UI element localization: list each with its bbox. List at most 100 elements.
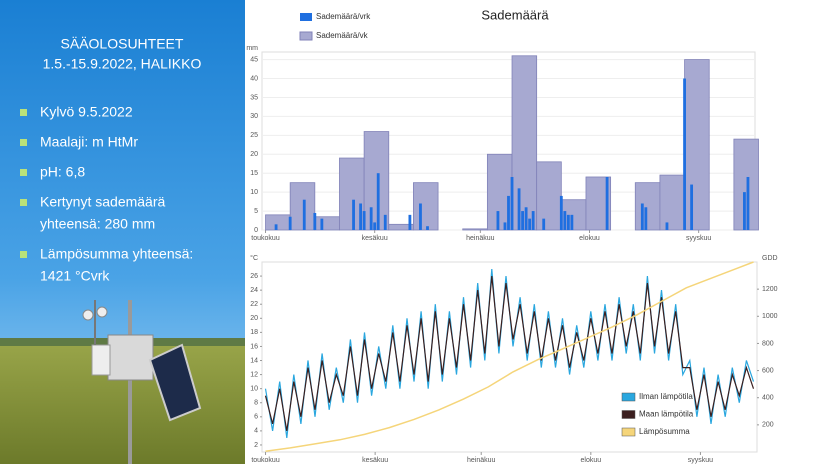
y-tick-label: 35 — [250, 94, 258, 101]
bullet-text: Kertynyt sademäärä — [40, 194, 165, 210]
daily-bar — [528, 218, 532, 230]
y-tick-label: 25 — [250, 132, 258, 139]
x-tick-label: syyskuu — [688, 457, 713, 464]
x-tick-label: elokuu — [581, 457, 602, 464]
daily-bar — [605, 176, 609, 230]
weekly-bar — [413, 182, 439, 231]
x-tick-label: toukokuu — [251, 457, 280, 464]
daily-bar — [510, 176, 514, 230]
legend-swatch — [621, 427, 636, 437]
legend-label: Maan lämpötila — [639, 410, 694, 419]
x-tick-label: elokuu — [579, 235, 600, 242]
y-tick-label: 2 — [254, 442, 258, 449]
y2-tick-label: 1200 — [762, 286, 778, 293]
y2-tick-label: 1000 — [762, 313, 778, 320]
weekly-bar — [289, 182, 316, 231]
daily-bar — [352, 199, 355, 230]
bullet-text: Lämpösumma yhteensä: — [40, 246, 193, 262]
daily-bar — [320, 218, 324, 230]
daily-bar — [373, 222, 377, 230]
weekly-bar — [536, 161, 562, 231]
slide-title: SÄÄOLOSUHTEET — [61, 36, 184, 52]
y-tick-label: 18 — [250, 329, 258, 336]
y-tick-label: 16 — [250, 343, 258, 350]
bottom-plot-frame — [261, 261, 758, 453]
y-tick-label: 15 — [250, 170, 258, 177]
y2-tick-label: 800 — [762, 340, 774, 347]
y-tick-label: 24 — [250, 287, 258, 294]
legend-swatch — [300, 13, 312, 21]
y-unit: mm — [246, 45, 258, 52]
y-tick-label: 20 — [250, 315, 258, 322]
bullet-text: Maalaji: m HtMr — [40, 134, 138, 150]
daily-bar — [743, 192, 746, 230]
weekly-bar — [634, 182, 661, 231]
daily-bar — [507, 195, 510, 230]
slide-title: 1.5.-15.9.2022, HALIKKO — [43, 56, 202, 72]
y-unit: °C — [250, 254, 258, 262]
daily-bar — [274, 224, 278, 230]
y2-unit: GDD — [762, 255, 778, 262]
weekly-bar — [733, 138, 759, 231]
y-tick-label: 10 — [250, 386, 258, 393]
legend-label: Ilman lämpötila — [639, 392, 693, 401]
bullet-text: 1421 °Cvrk — [40, 268, 110, 284]
photo — [0, 300, 245, 464]
x-tick-label: kesäkuu — [362, 235, 388, 242]
series-line — [265, 261, 754, 453]
daily-bar — [570, 214, 574, 230]
daily-bar — [302, 199, 306, 230]
bullet-text: Kylvö 9.5.2022 — [40, 104, 133, 120]
y-tick-label: 30 — [250, 113, 258, 120]
daily-bar — [690, 184, 694, 230]
daily-bar — [359, 203, 363, 230]
x-tick-label: heinäkuu — [467, 457, 496, 464]
daily-bar — [313, 212, 317, 230]
daily-bar — [524, 207, 528, 230]
bullet-marker — [20, 169, 27, 176]
weekly-bar — [265, 214, 291, 231]
daily-bar — [640, 203, 644, 230]
daily-bar — [517, 188, 521, 230]
bullet-marker — [20, 109, 27, 116]
daily-bar — [746, 176, 750, 230]
legend-label: Lämpösumma — [639, 427, 690, 436]
y-tick-label: 12 — [250, 371, 258, 378]
daily-bar — [419, 203, 422, 230]
daily-bar — [521, 211, 524, 230]
y-tick-label: 22 — [250, 301, 258, 308]
daily-bar — [644, 207, 648, 230]
daily-bar — [665, 222, 669, 230]
bullet-marker — [20, 251, 27, 258]
legend-swatch — [621, 392, 636, 402]
y2-tick-label: 600 — [762, 367, 774, 374]
weekly-bar — [363, 131, 390, 231]
weekly-bar — [462, 228, 488, 231]
y2-tick-label: 400 — [762, 395, 774, 402]
daily-bar — [559, 195, 563, 230]
y-tick-label: 26 — [250, 273, 258, 280]
daily-bar — [542, 218, 546, 230]
y-tick-label: 10 — [250, 189, 258, 196]
bullet-text: yhteensä: 280 mm — [40, 216, 155, 232]
bullet-marker — [20, 139, 27, 146]
x-tick-label: kesäkuu — [362, 457, 388, 464]
y-tick-label: 8 — [254, 400, 258, 407]
weekly-bar — [684, 59, 710, 231]
x-tick-label: heinäkuu — [466, 235, 495, 242]
y-tick-label: 14 — [250, 357, 258, 364]
x-tick-label: syyskuu — [686, 235, 711, 242]
legend-label: Sademäärä/vk — [316, 31, 369, 40]
weekly-bar — [659, 174, 685, 231]
daily-bar — [503, 222, 507, 230]
y2-tick-label: 200 — [762, 422, 774, 429]
y-tick-label: 0 — [254, 227, 258, 234]
y-tick-label: 45 — [250, 56, 258, 63]
bullet-marker — [20, 199, 27, 206]
daily-bar — [408, 214, 412, 230]
daily-bar — [288, 216, 292, 230]
daily-bar — [376, 173, 380, 230]
daily-bar — [362, 211, 366, 230]
y-tick-label: 40 — [250, 75, 258, 82]
